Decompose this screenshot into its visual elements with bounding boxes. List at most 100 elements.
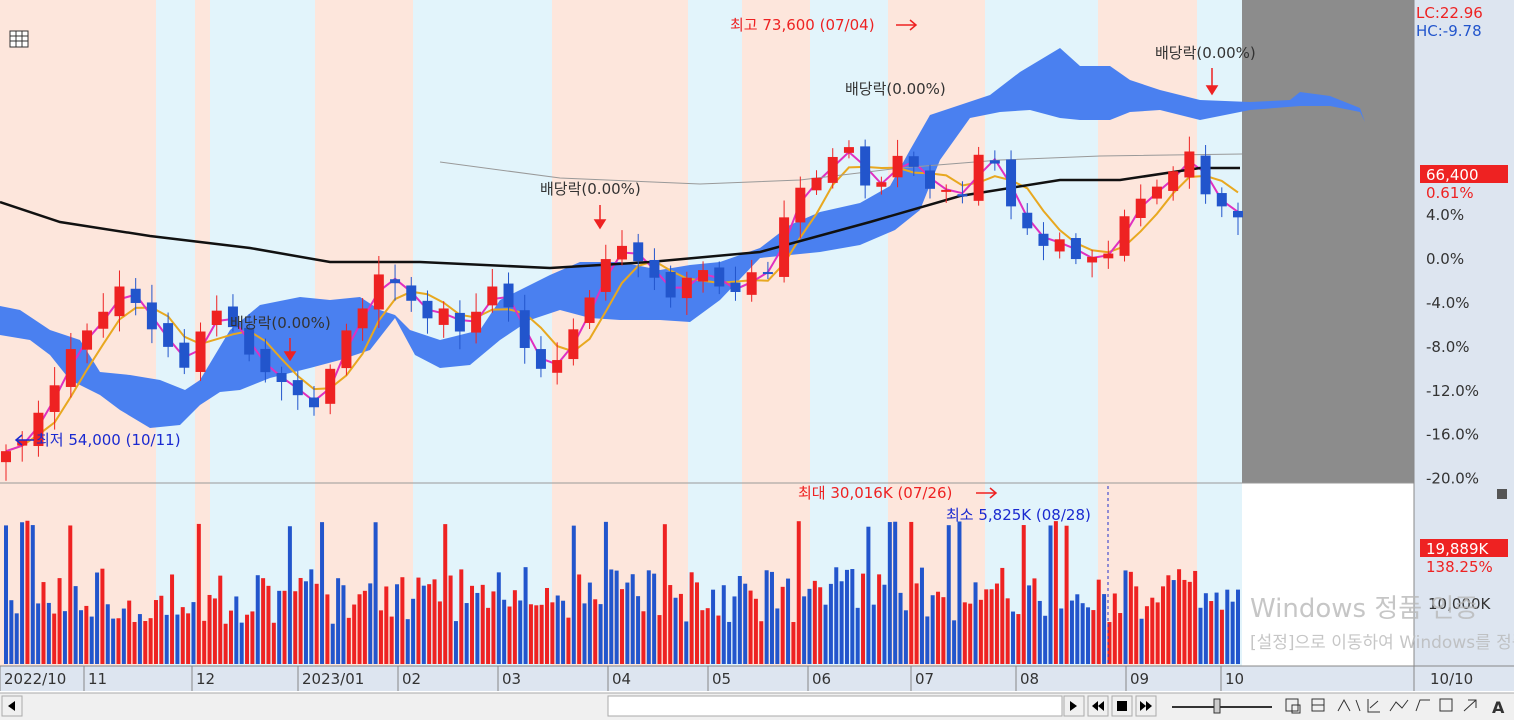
volume-bar bbox=[25, 520, 30, 664]
volume-bar bbox=[395, 584, 400, 664]
stop-button[interactable] bbox=[1111, 695, 1133, 717]
dividend-label-1: 배당락(0.00%) bbox=[230, 314, 331, 332]
candle bbox=[211, 295, 222, 337]
scroll-left-button[interactable] bbox=[1, 695, 23, 717]
min-volume-annotation: 최소 5,825K (08/28) bbox=[946, 506, 1091, 524]
volume-bar bbox=[378, 610, 383, 664]
volume-bar bbox=[127, 600, 132, 664]
x-tick-label: 10 bbox=[1225, 670, 1244, 688]
scroll-thumb[interactable] bbox=[607, 695, 1063, 717]
table-icon[interactable] bbox=[9, 30, 29, 48]
volume-bar bbox=[78, 610, 83, 664]
candle bbox=[33, 400, 44, 457]
rewind-button[interactable] bbox=[1087, 695, 1109, 717]
volume-bar bbox=[287, 526, 292, 664]
current-date: 10/10 bbox=[1430, 670, 1473, 688]
volume-bar bbox=[1037, 600, 1042, 664]
volume-bar bbox=[341, 585, 346, 664]
candle bbox=[665, 265, 676, 308]
volume-bar bbox=[818, 587, 823, 664]
volume-bars bbox=[4, 520, 1240, 664]
x-tick-label: 12 bbox=[196, 670, 215, 688]
volume-bar bbox=[470, 585, 475, 664]
volume-bar bbox=[36, 603, 41, 664]
candle bbox=[309, 386, 319, 416]
volume-bar bbox=[14, 613, 19, 664]
volume-bar bbox=[582, 603, 587, 664]
toolbar-icons[interactable] bbox=[1285, 698, 1477, 714]
volume-bar bbox=[850, 569, 855, 664]
y-tick-label: -20.0% bbox=[1426, 470, 1479, 488]
volume-bar bbox=[914, 583, 919, 664]
volume-bar bbox=[293, 591, 298, 664]
candle bbox=[1135, 184, 1146, 227]
volume-bar bbox=[903, 610, 908, 664]
volume-bar bbox=[132, 621, 137, 664]
zoom-slider[interactable] bbox=[1172, 698, 1272, 714]
future-area bbox=[1242, 0, 1414, 483]
candle bbox=[357, 298, 368, 341]
candle bbox=[179, 329, 190, 375]
volume-bar bbox=[930, 595, 935, 664]
candle bbox=[762, 261, 773, 280]
volume-bar bbox=[534, 605, 539, 664]
volume-bar bbox=[320, 522, 325, 664]
candle bbox=[227, 294, 238, 332]
volume-bar bbox=[502, 599, 507, 664]
volume-bar bbox=[769, 571, 774, 664]
x-tick-label: 03 bbox=[502, 670, 521, 688]
font-icon[interactable]: A bbox=[1492, 698, 1505, 717]
candle bbox=[730, 266, 741, 301]
volume-bar bbox=[737, 575, 742, 664]
candle bbox=[552, 342, 563, 385]
candle bbox=[957, 181, 968, 204]
volume-bar bbox=[255, 575, 260, 664]
candle bbox=[811, 170, 822, 195]
volume-bar bbox=[807, 588, 812, 664]
candle bbox=[114, 270, 125, 332]
volume-bar bbox=[121, 608, 126, 664]
volume-bar bbox=[1209, 601, 1214, 664]
volume-bar bbox=[303, 581, 308, 664]
period-band bbox=[810, 0, 888, 666]
volume-close-box[interactable] bbox=[1497, 489, 1507, 499]
volume-bar bbox=[73, 586, 78, 664]
volume-bar bbox=[9, 600, 14, 664]
volume-bar bbox=[566, 617, 571, 664]
volume-bar bbox=[614, 570, 619, 664]
volume-bar bbox=[909, 521, 914, 664]
volume-bar bbox=[245, 614, 250, 664]
period-band bbox=[688, 0, 742, 666]
candles bbox=[1, 136, 1243, 481]
scroll-right-button[interactable] bbox=[1063, 695, 1085, 717]
volume-bar bbox=[834, 567, 839, 664]
volume-bar bbox=[753, 598, 758, 664]
x-tick-label: 04 bbox=[612, 670, 631, 688]
volume-bar bbox=[802, 596, 807, 664]
x-tick-label: 2023/01 bbox=[302, 670, 364, 688]
candle bbox=[941, 184, 952, 203]
volume-bar bbox=[721, 585, 726, 664]
volume-bar bbox=[1107, 622, 1112, 664]
fast-forward-button[interactable] bbox=[1135, 695, 1157, 717]
ma-mid-line bbox=[5, 165, 1239, 453]
volume-bar bbox=[711, 589, 716, 664]
volume-bar bbox=[764, 570, 769, 664]
x-tick-label: 06 bbox=[812, 670, 831, 688]
candle bbox=[65, 332, 76, 398]
volume-bar bbox=[555, 595, 560, 664]
volume-bar bbox=[384, 586, 389, 664]
candle bbox=[17, 431, 28, 462]
volume-bar bbox=[314, 583, 319, 664]
volume-bar bbox=[866, 526, 871, 664]
dividend-label-2: 배당락(0.00%) bbox=[540, 180, 641, 198]
volume-bar bbox=[234, 596, 239, 664]
candle bbox=[1006, 150, 1017, 220]
volume-bar bbox=[1198, 607, 1203, 664]
candle bbox=[1200, 145, 1211, 204]
volume-bar bbox=[561, 600, 566, 664]
volume-bar bbox=[282, 590, 287, 664]
candle bbox=[98, 293, 109, 338]
volume-bar bbox=[228, 610, 233, 664]
candle bbox=[519, 294, 530, 364]
